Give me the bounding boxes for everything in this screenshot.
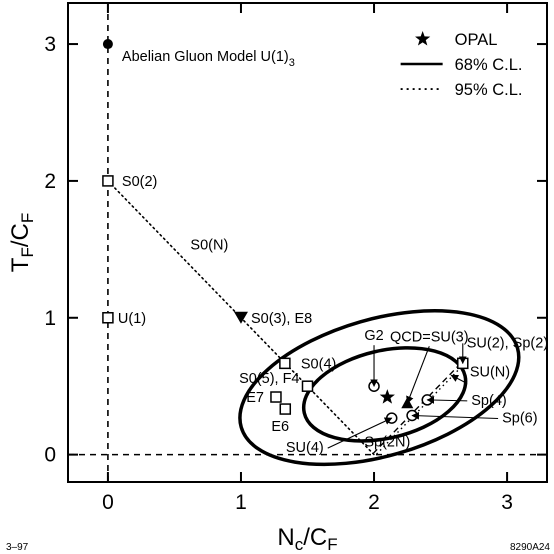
- marker-4: [279, 357, 291, 370]
- y-axis-title: TF/CF: [7, 213, 37, 272]
- point-label-text-3: S0(3), E8: [251, 311, 312, 327]
- point-label-11: Sp(4): [471, 393, 506, 409]
- xlabel-rest: /C: [303, 524, 327, 551]
- opal-star: [379, 389, 395, 404]
- footer-right: 8290A24: [510, 542, 550, 553]
- point-label-text-13: SU(4): [286, 440, 324, 456]
- axis-ticks: 0 1 2 3 0 1 2 3: [44, 3, 547, 514]
- plot-frame: [67, 2, 548, 483]
- point-label-sub-0: 3: [289, 57, 295, 69]
- point-label-text-2: U(1): [118, 311, 146, 327]
- point-label-8: G2: [364, 328, 383, 344]
- ylabel-base: T: [7, 257, 34, 272]
- x-tick-label-1: 1: [235, 491, 247, 514]
- xlabel-base: N: [277, 524, 294, 551]
- x-tick-label-2: 2: [368, 491, 380, 514]
- point-label-text-12: Sp(6): [502, 410, 537, 426]
- point-label-9: QCD=SU(3): [390, 329, 469, 345]
- y-tick-label-0: 0: [44, 444, 56, 467]
- sun-line-label: SU(N): [470, 365, 510, 381]
- contour-68: [301, 346, 468, 443]
- ylabel-sub2: F: [18, 213, 37, 223]
- series-line-1: [375, 362, 466, 456]
- point-label-0: Abelian Gluon Model U(1)3: [122, 49, 295, 69]
- marker-6: [270, 391, 282, 403]
- x-axis-title: Nc/CF: [277, 524, 337, 554]
- marker-2: [102, 312, 114, 324]
- leader-line-12: [411, 411, 499, 420]
- point-label-text-0: Abelian Gluon Model U(1): [122, 49, 289, 65]
- son-line-label: S0(N): [190, 237, 228, 253]
- point-label-10: SU(2), Sp(2): [467, 335, 548, 351]
- xlabel-sub2: F: [327, 535, 337, 554]
- legend-label-1: 68% C.L.: [455, 56, 523, 74]
- point-label-1: S0(2): [122, 174, 157, 190]
- point-label-text-6: E7: [246, 390, 264, 406]
- legend-star-icon: [415, 31, 431, 46]
- ylabel-rest: /C: [7, 223, 34, 247]
- xlabel-sub: c: [295, 535, 304, 554]
- leader-line-13: [327, 417, 393, 449]
- marker-0: [102, 39, 113, 50]
- series-line-0: [371, 362, 462, 456]
- point-label-7: E6: [271, 419, 289, 435]
- point-label-4: S0(4): [301, 356, 336, 372]
- point-label-text-11: Sp(4): [471, 393, 506, 409]
- point-label-13: SU(4): [286, 440, 324, 456]
- marker-3: [233, 311, 248, 324]
- point-label-text-7: E6: [271, 419, 289, 435]
- point-label-3: S0(3), E8: [251, 311, 312, 327]
- point-label-5: S0(5), F4: [239, 371, 299, 387]
- leader-line-11: [426, 396, 468, 404]
- point-label-text-8: G2: [364, 328, 383, 344]
- leader-line-9: [406, 346, 430, 405]
- sun-leader: [450, 374, 468, 384]
- marker-1: [102, 175, 114, 187]
- point-label-text-4: S0(4): [301, 356, 336, 372]
- point-labels: Abelian Gluon Model U(1)3 S0(2) U(1) S0(3),…: [118, 49, 548, 456]
- y-tick-label-3: 3: [44, 33, 56, 56]
- x-tick-label-3: 3: [501, 491, 513, 514]
- point-label-text-1: S0(2): [122, 174, 157, 190]
- footer-left: 3–97: [6, 542, 29, 553]
- point-label-12: Sp(6): [502, 410, 537, 426]
- marker-7: [279, 403, 292, 415]
- point-label-2: U(1): [118, 311, 146, 327]
- x-tick-label-0: 0: [102, 491, 114, 514]
- sp2n-line-label: Sp(2N): [364, 434, 410, 450]
- ylabel-sub: F: [18, 247, 37, 257]
- legend-label-2: 95% C.L.: [455, 81, 523, 99]
- point-label-6: E7: [246, 390, 264, 406]
- reference-lines: [68, 3, 547, 482]
- point-label-text-5: S0(5), F4: [239, 371, 299, 387]
- marker-5: [301, 380, 314, 392]
- confidence-contours: [238, 309, 521, 467]
- contour-95: [238, 309, 521, 467]
- point-label-text-10: SU(2), Sp(2): [467, 335, 548, 351]
- legend-label-0: OPAL: [455, 31, 498, 49]
- y-tick-label-2: 2: [44, 170, 56, 193]
- legend: OPAL 68% C.L. 95% C.L.: [400, 31, 523, 99]
- y-tick-label-1: 1: [44, 307, 56, 330]
- point-label-text-9: QCD=SU(3): [390, 329, 469, 345]
